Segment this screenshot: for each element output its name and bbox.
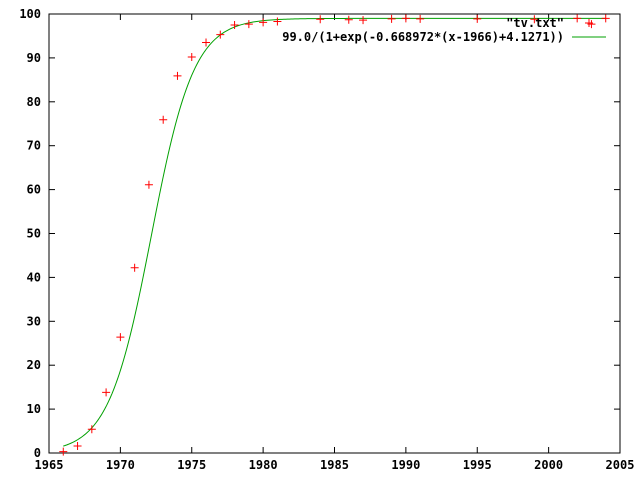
data-point	[401, 14, 410, 23]
data-point	[144, 180, 153, 189]
x-tick-label: 2000	[534, 458, 563, 472]
data-point	[230, 20, 239, 29]
plot-frame	[48, 13, 621, 454]
data-point	[202, 38, 211, 47]
y-tick-label: 90	[27, 51, 41, 65]
data-point	[102, 388, 111, 397]
data-point	[473, 14, 482, 23]
data-point	[244, 20, 253, 29]
data-point	[387, 14, 396, 23]
data-point	[259, 18, 268, 27]
y-tick-label: 10	[27, 402, 41, 416]
x-tick-label: 1995	[463, 458, 492, 472]
data-point	[116, 333, 125, 342]
data-point	[159, 115, 168, 124]
y-tick-label: 0	[34, 446, 41, 460]
axis-ticks	[48, 13, 621, 454]
x-tick-label: 1965	[35, 458, 64, 472]
legend-label-points: "tv.txt"	[506, 16, 564, 30]
y-tick-label: 50	[27, 227, 41, 241]
x-tick-label: 1975	[177, 458, 206, 472]
data-point	[316, 15, 325, 24]
x-tick-label: 1990	[391, 458, 420, 472]
y-tick-label: 60	[27, 183, 41, 197]
x-tick-label: 1980	[249, 458, 278, 472]
x-tick-label: 1985	[320, 458, 349, 472]
data-points-group	[59, 14, 610, 456]
y-tick-label: 30	[27, 314, 41, 328]
legend-marker-points	[585, 19, 593, 27]
x-tick-label: 1970	[106, 458, 135, 472]
data-point	[344, 15, 353, 24]
y-tick-label: 80	[27, 95, 41, 109]
y-tick-label: 40	[27, 270, 41, 284]
legend: "tv.txt"99.0/(1+exp(-0.668972*(x-1966)+4…	[282, 16, 606, 44]
data-point	[530, 15, 539, 24]
fit-curve	[63, 17, 606, 447]
y-tick-label: 100	[19, 7, 41, 21]
data-point	[416, 14, 425, 23]
data-point	[73, 441, 82, 450]
data-point	[216, 30, 225, 39]
data-point	[59, 447, 68, 456]
data-point	[573, 14, 582, 23]
y-tick-label: 20	[27, 358, 41, 372]
data-point	[130, 263, 139, 272]
data-point	[187, 53, 196, 62]
x-tick-label: 2005	[606, 458, 635, 472]
data-point	[273, 17, 282, 26]
legend-label-curve: 99.0/(1+exp(-0.668972*(x-1966)+4.1271))	[282, 30, 564, 44]
data-point	[359, 16, 368, 25]
tick-labels: 1965 1970 1975 1980 1985 1990 1995 2000 20050102…	[19, 7, 634, 472]
data-point	[173, 71, 182, 80]
fit-curve-group	[63, 17, 606, 447]
data-point	[601, 14, 610, 23]
data-point	[87, 425, 96, 434]
y-tick-label: 70	[27, 139, 41, 153]
